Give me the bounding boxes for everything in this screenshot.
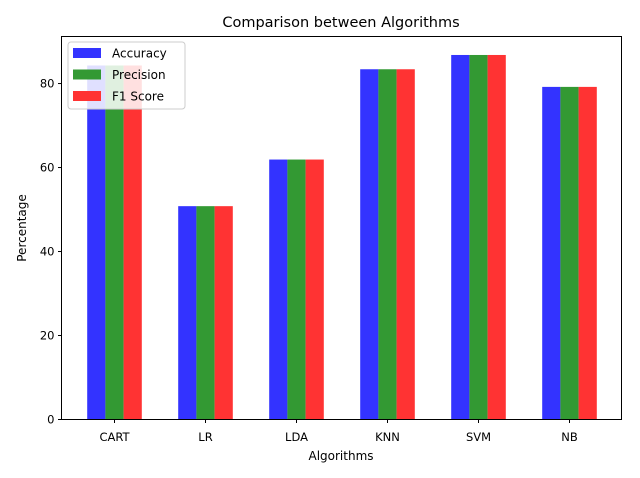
x-tick-label: KNN [375,430,400,444]
legend-swatch [73,91,101,101]
x-tick-label: LR [198,430,212,444]
x-axis-label: Algorithms [308,449,373,463]
bar-accuracy-cart [87,65,106,420]
legend-swatch [73,69,101,80]
bar-accuracy-knn [360,69,379,420]
x-tick-label: SVM [466,430,491,444]
x-tick-label: CART [99,430,130,444]
bar-precision-svm [469,54,488,420]
bar-accuracy-lr [178,206,197,420]
x-tick-label: LDA [285,430,308,444]
bars-group [87,54,597,420]
bar-f1-score-lr [214,206,233,420]
bar-precision-knn [378,69,397,420]
bar-precision-nb [560,86,579,420]
y-tick-label: 40 [40,245,55,259]
legend-label: Accuracy [112,47,167,61]
bar-precision-lr [196,206,215,420]
legend-label: Precision [112,68,166,82]
bar-f1-score-nb [578,86,597,420]
y-tick-label: 80 [40,77,55,91]
legend-label: F1 Score [112,90,164,104]
bar-accuracy-nb [542,86,561,420]
x-axis: CART LR LDA KNN SVM NB [99,419,578,444]
x-tick-label: NB [561,430,578,444]
chart-title: Comparison between Algorithms [222,15,459,31]
bar-f1-score-cart [123,65,142,420]
bar-accuracy-lda [269,159,288,420]
plot-frame [61,36,622,420]
y-axis-label: Percentage [15,194,29,262]
bar-accuracy-svm [451,54,470,420]
bar-precision-cart [105,65,124,420]
y-axis: 0 20 40 60 80 [40,77,62,427]
bar-f1-score-knn [396,69,415,420]
bar-precision-lda [287,159,306,420]
bar-f1-score-lda [305,159,324,420]
legend-swatch [73,48,101,58]
y-tick-label: 0 [47,413,54,427]
bar-f1-score-svm [487,54,506,420]
legend: Accuracy Precision F1 Score [67,41,186,110]
y-tick-label: 60 [40,161,55,175]
y-tick-label: 20 [40,329,55,343]
